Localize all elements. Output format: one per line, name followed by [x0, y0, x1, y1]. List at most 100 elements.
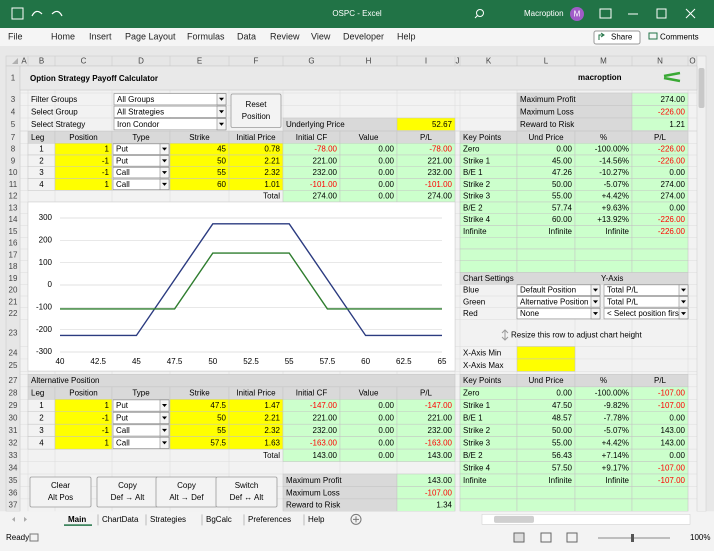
key-point-value: -226.00: [658, 145, 686, 154]
title-row-bg: [19, 65, 698, 91]
key-point-value: -107.00: [658, 401, 686, 410]
ribbon-tab[interactable]: Data: [237, 31, 256, 41]
x-tick-label: 45: [132, 357, 141, 366]
leg: 4: [39, 438, 44, 447]
key-point-value: 48.57: [552, 414, 573, 423]
row-header: 36: [9, 488, 18, 497]
redo-icon: [51, 10, 63, 17]
ribbon-tab[interactable]: Insert: [89, 31, 112, 41]
key-points-header: Und Price: [528, 133, 564, 142]
row-header: 15: [9, 227, 18, 236]
add-sheet[interactable]: [350, 513, 362, 525]
position-cell: 1.01: [264, 180, 280, 189]
summary-label: Reward to Risk: [520, 120, 575, 129]
status-bar: [0, 527, 714, 551]
position-cell: 0.00: [378, 438, 394, 447]
leg: 3: [39, 426, 44, 435]
x-tick-label: 50: [208, 357, 217, 366]
position-cell: 1.63: [264, 438, 280, 447]
position-cell: 0.78: [264, 145, 280, 154]
row-header: 4: [11, 107, 16, 116]
action-button-label: Clear: [51, 481, 70, 490]
table-header: Leg: [31, 389, 44, 398]
key-point-value: 0.00: [669, 203, 685, 212]
row-header: 5: [11, 120, 16, 129]
action-button-label: Def ↔ Alt: [230, 493, 265, 502]
key-point-value: +13.92%: [597, 215, 629, 224]
position-cell: 221.00: [313, 156, 338, 165]
row-header: 33: [9, 451, 18, 460]
key-points-cell-bg: [516, 260, 576, 273]
sheet-tab[interactable]: BgCalc: [206, 515, 232, 524]
column-header: B: [39, 57, 44, 66]
ribbon-tab[interactable]: Page Layout: [125, 31, 176, 41]
sheet-tab[interactable]: Help: [308, 515, 325, 524]
summary-value: 1.21: [669, 120, 685, 129]
search-icon: [476, 9, 484, 17]
key-point-value: Strike 3: [463, 438, 491, 447]
ribbon-tab[interactable]: Formulas: [187, 31, 225, 41]
ribbon-tab[interactable]: View: [311, 31, 331, 41]
share-button[interactable]: [593, 30, 641, 45]
key-point-value: 143.00: [661, 438, 686, 447]
sheet-tab[interactable]: Main: [68, 515, 86, 524]
ribbon-tab[interactable]: Home: [51, 31, 75, 41]
position-cell: 0.00: [378, 426, 394, 435]
sheet-tab[interactable]: ChartData: [102, 515, 139, 524]
row-header: 1: [11, 74, 16, 83]
row-header: 25: [9, 361, 18, 370]
summary-label: Maximum Loss: [286, 488, 340, 497]
table-header: Position: [69, 133, 97, 142]
filter-dropdown-arrow: [219, 122, 224, 126]
column-header: O: [689, 57, 695, 66]
ribbon-tab[interactable]: Help: [397, 31, 416, 41]
filter-dropdown-value: All Strategies: [117, 107, 164, 116]
x-tick-label: 47.5: [167, 357, 183, 366]
key-point-value: 50.00: [552, 180, 573, 189]
position-cell: 1: [105, 180, 110, 189]
reset-button[interactable]: [230, 93, 282, 128]
avatar-letter: M: [574, 10, 581, 19]
position-cell: -1: [102, 156, 110, 165]
sheet-tab[interactable]: Strategies: [150, 515, 186, 524]
key-point-value: Infinite: [548, 227, 572, 236]
column-header: F: [254, 57, 259, 66]
save-icon: [11, 7, 24, 20]
y-axis-dropdown-arrow: [681, 288, 686, 292]
type-dropdown-arrow: [162, 428, 167, 432]
key-points-cell-bg: [516, 486, 576, 500]
key-point-value: B/E 1: [463, 414, 483, 423]
key-points-header: Key Points: [463, 133, 501, 142]
summary-value: 143.00: [428, 476, 453, 485]
row-header: 24: [9, 348, 18, 357]
comments-label[interactable]: Comments: [660, 33, 699, 42]
position-cell: -101.00: [310, 180, 338, 189]
leg: 2: [39, 414, 44, 423]
maximize-icon: [656, 8, 667, 19]
action-button-label: Copy: [118, 481, 137, 490]
row-header: 11: [9, 180, 18, 189]
resize-icon: [501, 329, 509, 341]
action-button[interactable]: [29, 476, 92, 508]
y-axis-dropdown-arrow: [681, 312, 686, 316]
key-point-value: Infinite: [605, 227, 629, 236]
chart-settings-title-bg: [459, 272, 689, 285]
key-points-cell-bg: [631, 237, 689, 250]
key-points-header: Und Price: [528, 376, 564, 385]
key-point-value: -14.56%: [599, 156, 629, 165]
ribbon-tab[interactable]: Developer: [343, 31, 384, 41]
ribbon-tab[interactable]: File: [8, 31, 23, 41]
h-scroll-thumb: [494, 515, 534, 523]
key-point-value: +4.42%: [602, 192, 629, 201]
action-button[interactable]: [215, 476, 278, 508]
key-points-cell-bg: [631, 498, 689, 512]
sheet-tab[interactable]: Preferences: [248, 515, 291, 524]
position-cell-bg: [54, 436, 113, 450]
key-points-cell-bg: [459, 260, 518, 273]
y-tick-label: 300: [39, 213, 53, 222]
zoom-level: 100%: [690, 533, 710, 542]
key-point-value: 60.00: [552, 215, 573, 224]
position-cell: 221.00: [313, 414, 338, 423]
ribbon-tab[interactable]: Review: [270, 31, 300, 41]
row-header: 12: [9, 192, 18, 201]
